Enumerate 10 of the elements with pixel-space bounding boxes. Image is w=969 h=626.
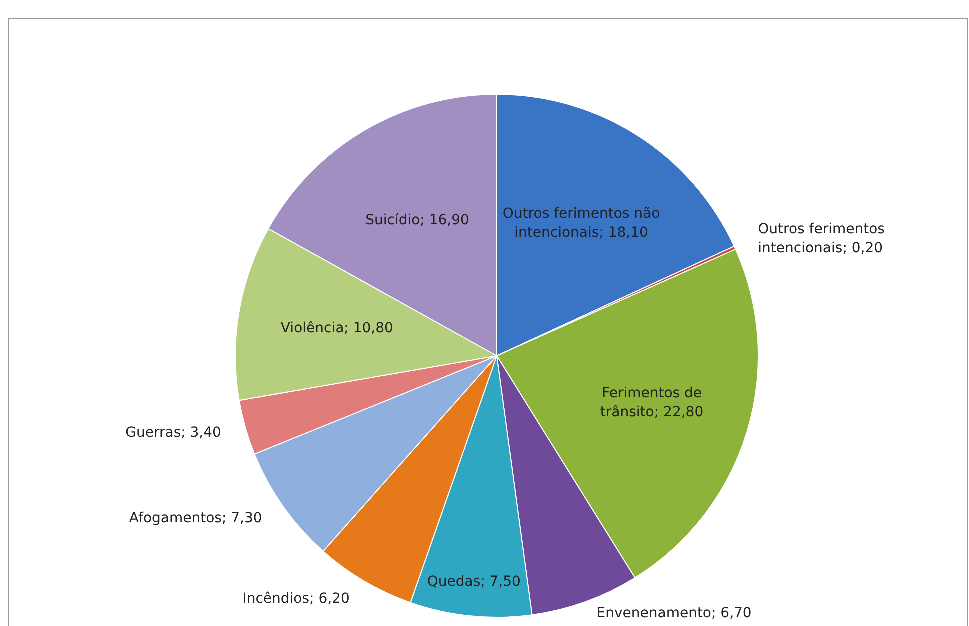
slice-label: Violência; 10,80	[280, 320, 394, 336]
slice-label: Ferimentos de trânsito; 22,80	[600, 386, 704, 421]
slice-label: Incêndios; 6,20	[242, 591, 350, 608]
slice-label: Outros ferimentos não intencionais; 18,10	[502, 206, 660, 241]
slice-label: Envenenamento; 6,70	[596, 606, 752, 622]
slice-label: Suicídio; 16,90	[366, 212, 470, 228]
slice-label: Afogamentos; 7,30	[129, 510, 262, 527]
slice-label: Guerras; 3,40	[126, 425, 222, 442]
slice-label: Outros ferimentos intencionais; 0,20	[758, 221, 885, 256]
slice-label: Quedas; 7,50	[427, 574, 521, 590]
